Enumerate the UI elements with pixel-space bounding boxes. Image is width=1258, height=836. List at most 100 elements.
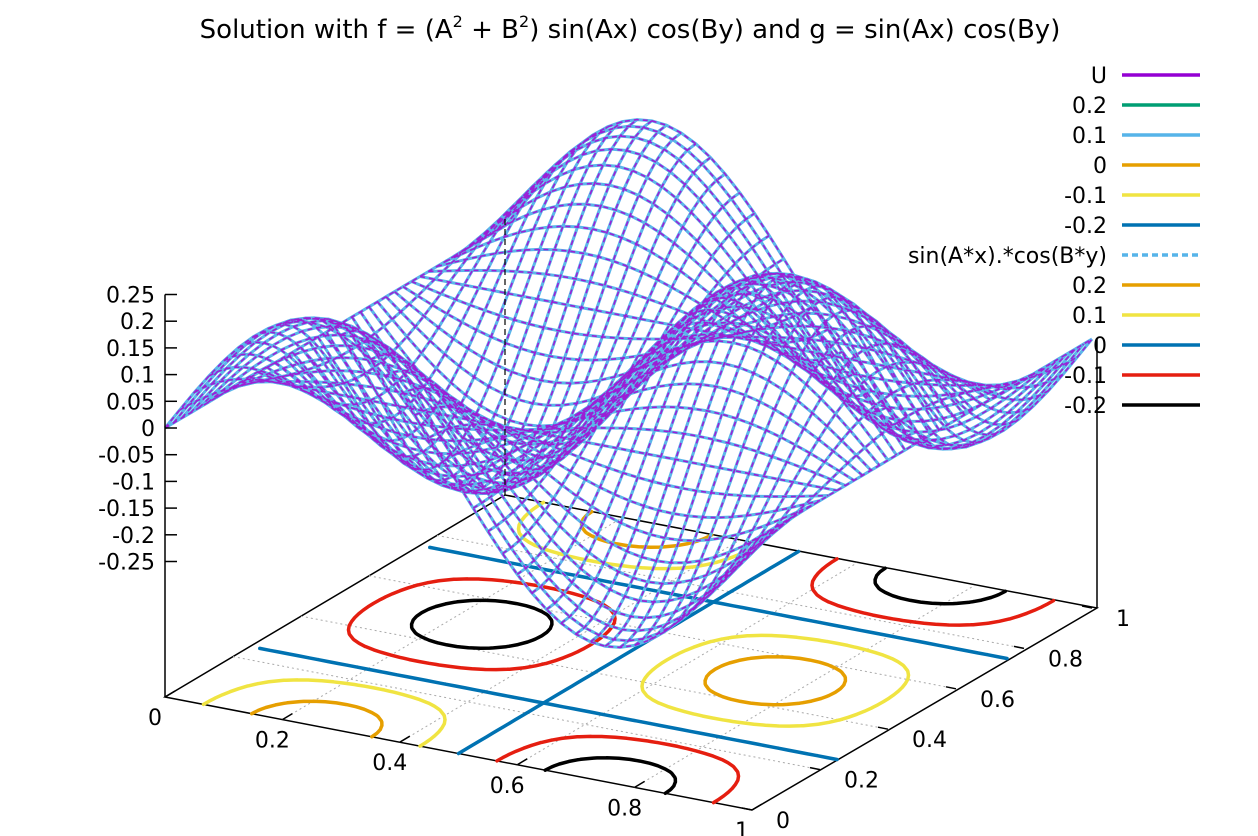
surface-line-x	[516, 308, 858, 575]
surface-line-x	[678, 325, 1019, 622]
surface-line-y	[266, 366, 855, 482]
legend-label: -0.2	[1064, 214, 1107, 239]
y-tick-mark	[877, 726, 889, 730]
z-tick-label: -0.05	[98, 444, 155, 469]
y-tick-label: 0.6	[980, 688, 1015, 713]
contour-line	[346, 557, 1056, 805]
surface-line-y	[317, 292, 906, 495]
surface-line-x	[340, 131, 683, 494]
surface-line-x	[326, 124, 667, 495]
y-tick-label: 0.2	[844, 769, 879, 794]
grid-line-x	[399, 539, 741, 743]
surface-line-x	[458, 281, 799, 486]
surface-line-x	[267, 126, 609, 471]
x-tick-mark	[164, 690, 176, 698]
x-tick-label: 0.4	[372, 751, 407, 776]
surface-line-x	[634, 285, 975, 647]
y-tick-mark	[809, 766, 821, 771]
surface-line-y	[198, 325, 787, 603]
surface-line-x	[164, 225, 506, 429]
y-tick-label: 0	[776, 809, 790, 834]
surface-mesh	[163, 118, 1094, 649]
surface-line-y	[215, 344, 804, 564]
surface-line-x	[223, 158, 565, 425]
legend-label: -0.1	[1064, 184, 1107, 209]
surface-line-x	[692, 342, 1034, 609]
x-tick-label: 0.8	[607, 796, 642, 821]
z-tick-label: -0.1	[112, 470, 155, 495]
surface-line-y	[164, 320, 753, 649]
z-tick-label: 0.1	[120, 364, 155, 389]
surface-line-y	[470, 164, 1059, 442]
contour-line	[201, 500, 911, 748]
surface-line-x	[604, 273, 946, 647]
y-tick-label: 0.8	[1048, 647, 1083, 672]
surface-line-x	[282, 120, 623, 482]
surface-line-y	[325, 282, 915, 495]
surface-line-x	[751, 338, 1093, 542]
surface-line-x	[619, 278, 961, 649]
surface-line-y	[359, 275, 949, 462]
surface-line-x	[340, 132, 682, 493]
surface-line-y	[385, 296, 974, 411]
grid-line-x	[516, 562, 858, 766]
surface-line-y	[461, 182, 1051, 433]
z-axis: 0.250.20.150.10.050-0.05-0.1-0.15-0.2-0.…	[98, 215, 1098, 697]
contour-line	[409, 566, 1008, 796]
surface-line-x	[648, 296, 990, 641]
surface-line-y	[308, 305, 898, 492]
legend-label: 0.2	[1072, 274, 1107, 299]
surface-line-y	[189, 319, 779, 619]
surface-line-y	[351, 272, 940, 475]
y-tick-label: 1	[1116, 607, 1130, 632]
surface-line-x	[428, 234, 770, 439]
legend: U 0.2 0.1 0 -0.1 -0.2 sin(A*x).*cos(B*y) 0.2 0.1…	[908, 64, 1200, 419]
legend-label: 0.1	[1072, 124, 1107, 149]
surface-line-x	[590, 272, 931, 643]
surface-line-x	[546, 286, 887, 611]
base-plane: 0 0.2 0.4 0.6 0.8 1 0 0.2 0.4 0.6 0.8 1	[148, 494, 1130, 836]
legend-label: sin(A*x).*cos(B*y)	[908, 244, 1107, 269]
surface-line-x	[707, 361, 1049, 594]
z-tick-label: -0.15	[98, 497, 155, 522]
legend-label: -0.2	[1064, 394, 1107, 419]
surface-line-x	[531, 296, 873, 594]
z-tick-label: -0.2	[112, 524, 155, 549]
surface-line-y	[232, 369, 821, 519]
surface-line-x	[193, 189, 535, 394]
surface-line-y	[419, 275, 1008, 391]
surface-line-x	[502, 321, 843, 555]
y-tick-mark	[1081, 605, 1093, 609]
surface-line-y	[342, 272, 932, 485]
surface-line-y	[486, 134, 1077, 451]
surface-line-y	[436, 248, 1025, 398]
surface-line-x	[311, 120, 653, 494]
z-tick-label: 0.05	[106, 390, 155, 415]
surface-line-y	[504, 118, 1093, 447]
x-tick-label: 0.6	[490, 774, 525, 799]
x-tick-mark	[634, 780, 645, 789]
z-tick-label: 0.2	[120, 310, 155, 335]
legend-label: 0.1	[1072, 304, 1107, 329]
surface-line-y	[393, 290, 983, 406]
chart-title: Solution with f = (A2 + B2) sin(Ax) cos(…	[200, 12, 1061, 45]
surface-line-y	[334, 276, 923, 491]
surface-line-x	[399, 192, 741, 459]
legend-label: 0	[1093, 334, 1107, 359]
surface-line-y	[478, 148, 1068, 448]
legend-label: -0.1	[1064, 364, 1107, 389]
grid-line-x	[282, 517, 623, 721]
surface-line-x	[560, 279, 902, 624]
y-tick-mark	[1013, 645, 1025, 650]
x-tick-mark	[516, 758, 528, 766]
x-tick-mark	[282, 712, 293, 721]
surface-line-x	[296, 118, 638, 489]
x-tick-label: 0	[148, 706, 162, 731]
z-tick-label: 0.25	[106, 284, 155, 309]
surface-line-x	[193, 189, 536, 394]
x-tick-label: 0.2	[255, 729, 290, 754]
y-tick-label: 0.4	[912, 728, 947, 753]
z-tick-label: 0.15	[106, 337, 155, 362]
surface-line-y	[402, 285, 991, 401]
